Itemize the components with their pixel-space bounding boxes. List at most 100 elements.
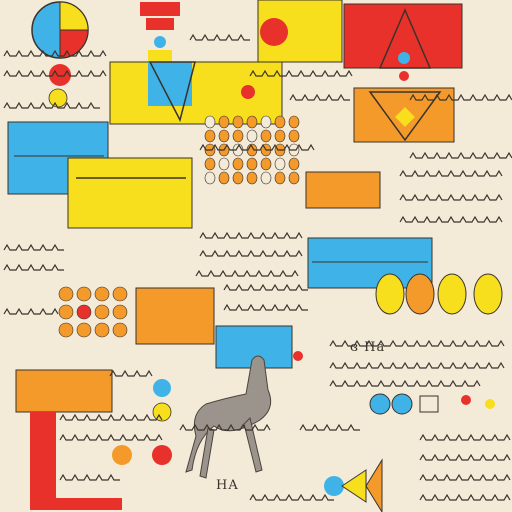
- scribble-line: [399, 215, 503, 223]
- stack-circle-orange: [112, 445, 132, 465]
- orange-box-diamond: [395, 107, 415, 127]
- oval-2: [405, 273, 435, 315]
- red-panel-triangle: [378, 8, 432, 69]
- center-yellow-panel: [67, 157, 193, 229]
- top-yellow-square: [257, 0, 343, 63]
- grid-dot: [246, 171, 258, 185]
- grid-dot: [232, 157, 244, 171]
- bowtie-triangle-orange: [365, 458, 383, 512]
- scribble-line: [3, 49, 107, 57]
- grid-dot: [260, 129, 272, 143]
- scribble-line: [419, 493, 511, 501]
- grid-dot: [288, 115, 300, 129]
- small-orange-box: [305, 171, 381, 209]
- stack-block-2: [146, 18, 174, 30]
- pie-slice-red: [59, 29, 89, 59]
- scribble-line: [3, 69, 107, 77]
- bowtie-triangle-yellow: [341, 469, 367, 503]
- grid-dot: [218, 157, 230, 171]
- left-grid-circle: [76, 286, 92, 302]
- horse-body: [185, 355, 272, 473]
- stack-circle-red: [152, 445, 172, 465]
- bowtie-circle: [324, 476, 344, 496]
- horse-sketch: [185, 355, 272, 479]
- right-lemniscate: [369, 393, 495, 415]
- grid-dot: [232, 115, 244, 129]
- stack-circle-yellow: [152, 402, 172, 422]
- grid-dot: [288, 129, 300, 143]
- orange-box-triangle: [368, 91, 442, 142]
- left-grid-circle: [94, 322, 110, 338]
- top-center-stack: [140, 2, 180, 62]
- yellow-panel: [109, 61, 283, 125]
- panel-triangle: [148, 61, 196, 123]
- left-grid-circle: [58, 286, 74, 302]
- grid-dot: [218, 171, 230, 185]
- scribble-line: [329, 379, 481, 387]
- left-grid-circle: [94, 304, 110, 320]
- grid-dot: [274, 157, 286, 171]
- scribble-line: [399, 193, 503, 201]
- left-grid-circle: [94, 286, 110, 302]
- grid-dot: [260, 115, 272, 129]
- grid-dot: [288, 157, 300, 171]
- bottom-left-blocks: [15, 369, 122, 510]
- pie-slice-yellow: [59, 1, 89, 31]
- horse-leg-1: [243, 417, 263, 473]
- scribble-line: [223, 303, 308, 311]
- grid-dot: [204, 157, 216, 171]
- oval-1: [375, 273, 405, 315]
- scribble-line: [3, 243, 64, 251]
- mid-caption: ɞ Ha: [350, 340, 386, 355]
- grid-dot: [204, 115, 216, 129]
- red-circle-top: [260, 18, 288, 46]
- scribble-line: [223, 283, 308, 291]
- scribble-line: [199, 249, 303, 257]
- grid-dot: [204, 171, 216, 185]
- scribble-line: [299, 423, 360, 431]
- scribble-line: [249, 493, 334, 501]
- left-grid-circle: [112, 322, 128, 338]
- grid-dot: [274, 171, 286, 185]
- left-grid-circle: [112, 304, 128, 320]
- scribble-line: [419, 473, 511, 481]
- scribble-line: [409, 151, 512, 159]
- stack-dot: [154, 36, 166, 48]
- left-grid-circle: [76, 322, 92, 338]
- left-grid-circle: [58, 304, 74, 320]
- loop-1: [369, 393, 391, 415]
- bottom-orange-box: [15, 369, 113, 413]
- blue-circle: [398, 52, 410, 64]
- scribble-line: [289, 93, 350, 101]
- grid-dot: [204, 129, 216, 143]
- loop-box: [419, 395, 439, 413]
- left-grid-circle: [76, 304, 92, 320]
- scribble-line: [399, 169, 503, 177]
- center-circle-stack: [112, 379, 172, 465]
- scribble-line: [59, 433, 163, 441]
- bottom-red-bar-h: [30, 498, 122, 510]
- scribble-line: [419, 453, 511, 461]
- stack-circle-blue: [153, 379, 171, 397]
- scribble-line: [3, 307, 59, 315]
- loop-2: [391, 393, 413, 415]
- scribble-line: [419, 433, 511, 441]
- grid-dot: [232, 171, 244, 185]
- orange-dot-grid: [204, 115, 300, 185]
- scribble-lines: [3, 33, 512, 501]
- right-orange-box: [353, 87, 455, 143]
- grid-dot: [260, 157, 272, 171]
- grid-dot: [246, 157, 258, 171]
- scribble-line: [199, 143, 315, 151]
- top-right-red-panel: [343, 3, 463, 81]
- bottom-red-bar-v: [30, 412, 56, 508]
- grid-dot: [218, 115, 230, 129]
- loop-red-dot: [461, 395, 471, 405]
- yellow-dot: [48, 88, 68, 108]
- oval-4: [473, 273, 503, 315]
- scribble-line: [249, 69, 353, 77]
- scribble-line: [59, 473, 120, 481]
- stack-block-1: [140, 2, 180, 16]
- grid-dot: [260, 171, 272, 185]
- scribble-line: [329, 361, 505, 369]
